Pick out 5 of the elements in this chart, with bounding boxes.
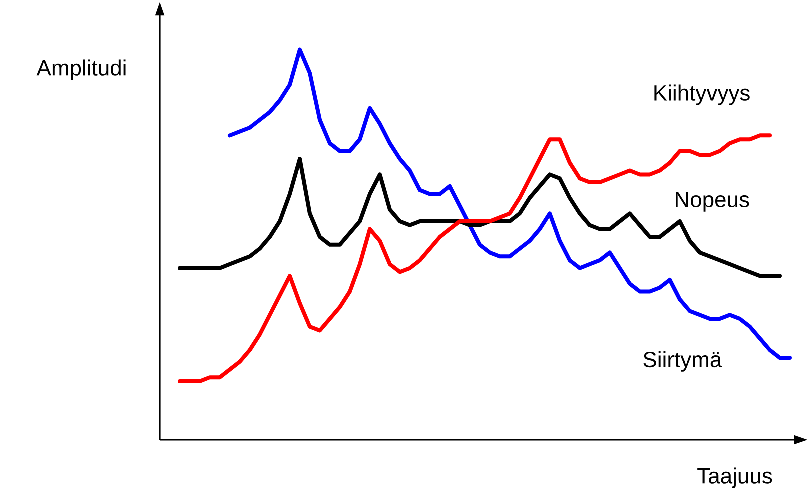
y-axis-title: Amplitudi — [36, 60, 126, 80]
series-label: Nopeus — [676, 192, 750, 212]
x-axis-title: Taajuus — [698, 468, 772, 488]
series-label: Kiihtyvyys — [654, 84, 750, 106]
series-label: Siirtymä — [644, 351, 722, 372]
